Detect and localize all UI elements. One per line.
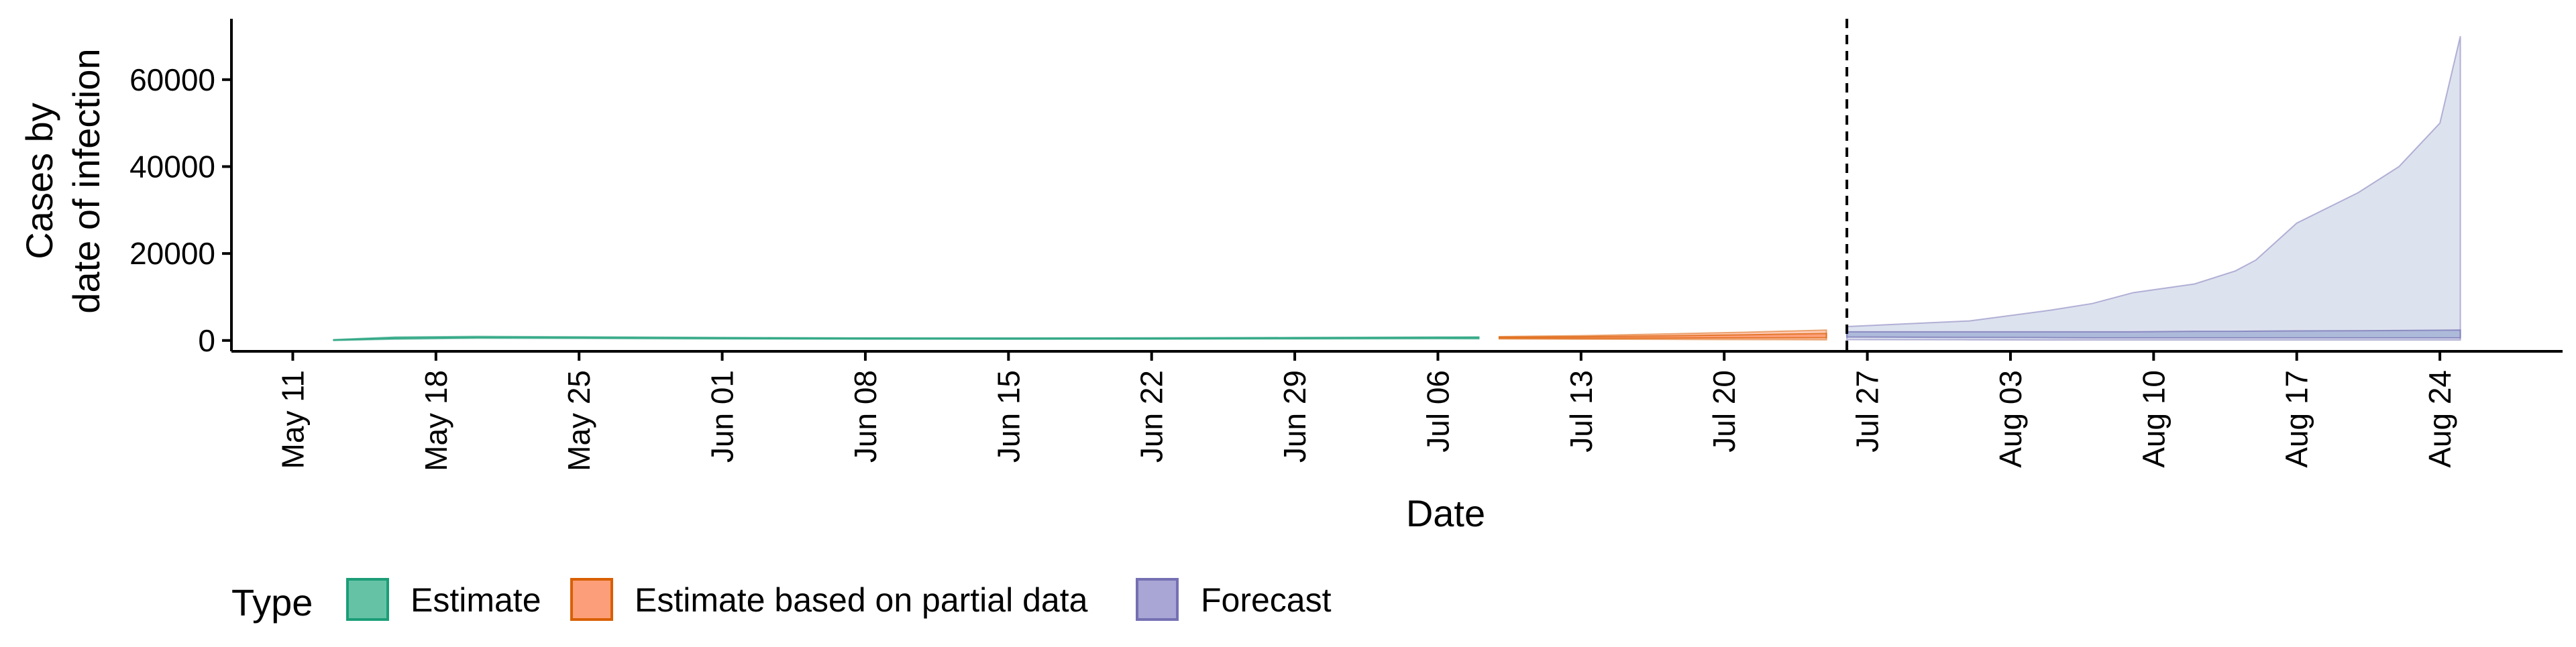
y-tick-label: 0 [198, 323, 215, 358]
legend-title: Type [231, 581, 313, 624]
x-tick-label: May 25 [561, 370, 596, 471]
x-tick-label: May 11 [275, 370, 310, 469]
legend-key-forecast [1136, 578, 1179, 621]
legend-key-estimate [346, 578, 389, 621]
x-tick-label: Aug 24 [2422, 370, 2457, 468]
x-tick-label: Jul 13 [1564, 370, 1599, 453]
x-tick-label: Jun 15 [991, 370, 1026, 463]
y-tick-label: 20000 [129, 236, 215, 271]
x-tick-label: Aug 17 [2279, 370, 2314, 468]
y-tick-label: 60000 [129, 62, 215, 97]
ribbon-inner-forecast [1846, 329, 2461, 339]
y-tick-label: 40000 [129, 149, 215, 184]
ribbon-inner-estimate [333, 336, 1480, 341]
plot-areas [333, 36, 2461, 341]
x-axis-ticks: May 11 May 18 May 25 Jun 01 Jun 08 Jun 15 Jun … [275, 351, 2457, 471]
y-axis-ticks: 0 20000 40000 60000 [129, 62, 231, 358]
legend-key-partial [570, 578, 613, 621]
x-axis-title: Date [1406, 492, 1485, 534]
x-tick-label: Jun 22 [1134, 370, 1169, 463]
ribbon-outer-forecast [1846, 36, 2461, 341]
x-tick-label: Jun 01 [705, 370, 740, 463]
x-tick-label: May 18 [419, 370, 453, 471]
y-axis-title-line2: date of infection [65, 48, 107, 313]
x-tick-label: Jun 08 [848, 370, 883, 463]
ribbon-inner-estimate-based-on-partial-data [1498, 333, 1827, 339]
x-tick-label: Jul 27 [1850, 370, 1885, 453]
x-tick-label: Jun 29 [1277, 370, 1312, 463]
x-tick-label: Aug 10 [2136, 370, 2171, 468]
y-axis-title-line1: Cases by [18, 103, 60, 259]
legend-label-estimate: Estimate [411, 581, 541, 619]
legend-label-partial: Estimate based on partial data [635, 581, 1088, 619]
x-tick-label: Jul 06 [1420, 370, 1455, 453]
x-tick-label: Aug 03 [1993, 370, 2028, 468]
x-tick-label: Jul 20 [1707, 370, 1741, 453]
legend-label-forecast: Forecast [1201, 581, 1332, 619]
legend: Type Estimate Estimate based on partial … [231, 578, 1332, 624]
